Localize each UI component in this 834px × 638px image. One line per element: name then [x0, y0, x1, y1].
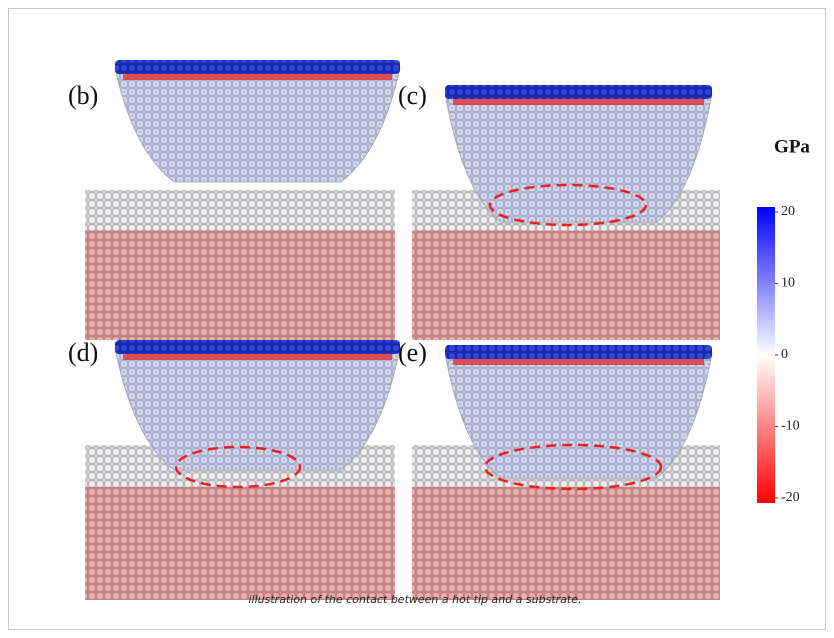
- tip-red-layer: [453, 359, 704, 365]
- colorbar: [757, 207, 775, 503]
- tip-red-layer: [123, 354, 392, 360]
- colorbar-tick-label: 0: [781, 347, 788, 362]
- substrate-bottom: [85, 486, 395, 600]
- tip-red-layer: [123, 74, 392, 80]
- panels: (b) (c) (d) (e): [68, 60, 720, 600]
- panel-label: (c): [398, 81, 427, 110]
- colorbar-tick-label: -20: [781, 490, 800, 505]
- panel-label: (d): [68, 338, 98, 367]
- contact-ellipse: [174, 445, 302, 489]
- tip: [444, 92, 713, 223]
- substrate-bottom: [85, 230, 395, 340]
- colorbar-tick-label: 10: [781, 276, 795, 291]
- tip: [114, 347, 401, 471]
- substrate-bottom: [412, 486, 720, 600]
- caption: illustration of the contact between a ho…: [249, 593, 582, 606]
- colorbar-tick-label: 20: [781, 204, 795, 219]
- panel-label: (e): [398, 338, 427, 367]
- tip-top-layer: [445, 85, 712, 99]
- colorbar-label: GPa: [774, 136, 810, 157]
- tip-top-layer: [115, 60, 400, 74]
- panel-label: (b): [68, 81, 98, 110]
- tip: [444, 352, 713, 479]
- tip: [114, 67, 401, 183]
- tip-red-layer: [453, 99, 704, 105]
- substrate-bottom: [412, 230, 720, 340]
- colorbar-ticks: 20 10 0 -10 -20: [775, 204, 800, 505]
- contact-ellipse: [483, 443, 663, 491]
- tip-top-layer: [115, 340, 400, 354]
- contact-ellipse: [488, 183, 648, 227]
- substrate-top: [85, 190, 395, 231]
- tip-top-layer: [445, 345, 712, 359]
- colorbar-tick-label: -10: [781, 419, 800, 434]
